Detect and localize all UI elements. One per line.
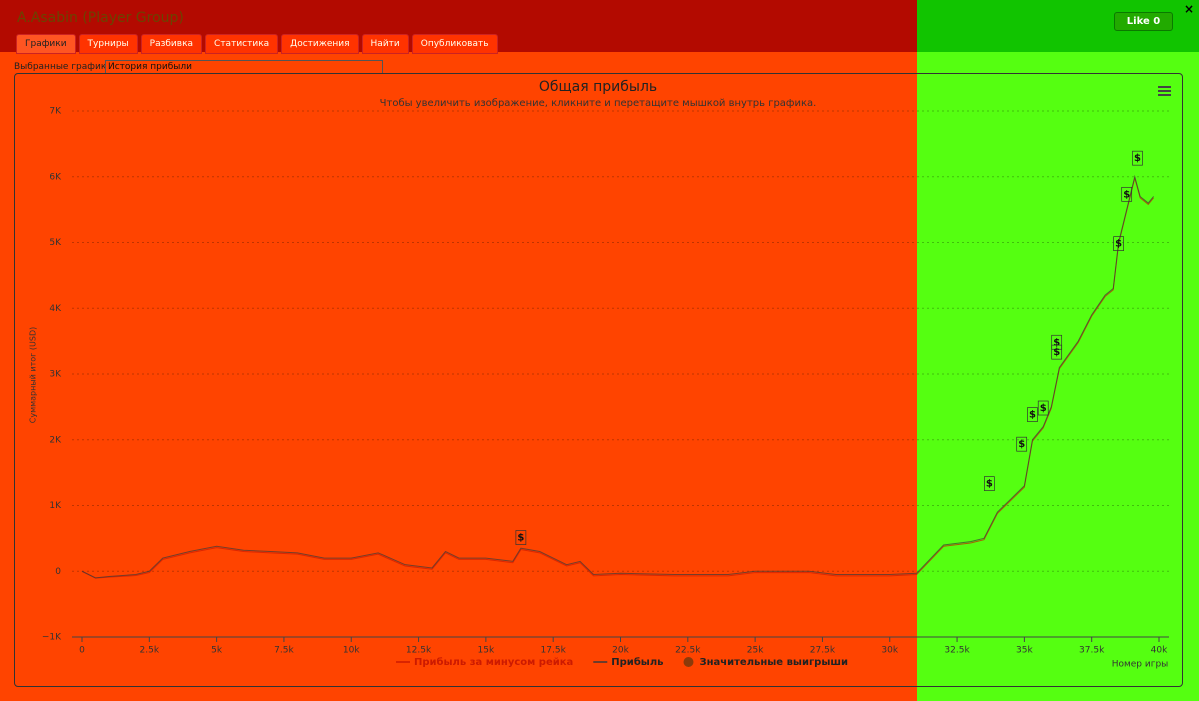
series-line <box>81 174 1154 579</box>
win-flag <box>1051 334 1063 350</box>
win-flag <box>1132 150 1143 166</box>
x-tick-label: 22.5k <box>675 646 701 656</box>
win-flag-label: $ <box>1123 189 1130 200</box>
chart-title: Общая прибыль <box>539 79 657 95</box>
x-tick-label: 20k <box>612 646 629 656</box>
window-title: A.Asabin (Player Group) <box>17 10 184 26</box>
tab[interactable]: Найти <box>361 34 409 54</box>
win-flag-label: $ <box>1134 153 1141 164</box>
x-tick-label: 2.5k <box>140 646 160 656</box>
x-axis-label: Номер игры <box>1112 660 1169 670</box>
tab[interactable]: Графики <box>16 34 76 54</box>
win-flag-label: $ <box>1040 403 1047 414</box>
x-tick-label: 7.5k <box>274 646 294 656</box>
win-flag <box>1121 186 1133 202</box>
win-flag <box>515 530 527 545</box>
win-flag <box>1113 236 1124 251</box>
win-marker: $ <box>1051 344 1063 360</box>
tab[interactable]: Статистика <box>205 34 279 54</box>
x-tick-label: 15k <box>478 646 495 656</box>
legend-label: Значительные выигрыши <box>700 657 849 668</box>
series-line <box>81 176 1154 579</box>
win-flag-label: $ <box>1115 239 1122 250</box>
win-marker: $ <box>1016 436 1028 452</box>
y-tick-label: 1K <box>49 501 62 511</box>
header-bar: A.Asabin (Player Group) Графики Турниры Ра… <box>0 0 1199 54</box>
tab[interactable]: Опубликовать <box>411 34 498 54</box>
y-tick-label: 5K <box>49 238 62 248</box>
selector-label: Выбранные графики: <box>14 62 116 72</box>
win-flag <box>984 476 995 491</box>
x-tick-label: 32.5k <box>944 646 970 656</box>
win-marker: $ <box>1037 400 1049 416</box>
x-tick-label: 35k <box>1016 646 1033 656</box>
tab[interactable]: Разбивка <box>140 34 203 54</box>
win-marker: $ <box>1132 150 1143 166</box>
win-marker: $ <box>1113 236 1124 251</box>
win-marker: $ <box>515 530 527 545</box>
win-marker: $ <box>1121 186 1133 202</box>
x-tick-label: 10k <box>343 646 360 656</box>
win-flag-label: $ <box>1053 347 1060 358</box>
x-tick-label: 0 <box>79 646 85 656</box>
x-tick-label: 40k <box>1151 646 1168 656</box>
win-flag <box>1027 407 1038 422</box>
win-flag-label: $ <box>517 533 524 544</box>
tab-bar: Графики Турниры Разбивка Статистика Достижен… <box>16 34 498 54</box>
win-flag-label: $ <box>986 479 993 490</box>
like-button[interactable]: Like 0 <box>1114 12 1173 31</box>
y-tick-label: −1K <box>42 633 62 643</box>
tab[interactable]: Достижения <box>281 34 359 54</box>
x-tick-label: 5k <box>211 646 223 656</box>
x-tick-label: 37.5k <box>1079 646 1105 656</box>
tab[interactable]: Турниры <box>78 34 138 54</box>
y-tick-label: 3K <box>49 370 62 380</box>
y-tick-label: 7K <box>49 107 62 117</box>
win-marker: $ <box>1027 407 1038 422</box>
legend-label: Прибыль <box>611 656 663 668</box>
legend-swatch <box>683 657 694 667</box>
menu-icon[interactable] <box>1158 86 1171 96</box>
legend-label: Прибыль за минусом рейка <box>414 656 573 668</box>
win-marker: $ <box>984 476 995 491</box>
chart-subtitle: Чтобы увеличить изображение, кликните и … <box>380 98 817 109</box>
close-button[interactable]: × <box>1184 2 1195 16</box>
win-flag-label: $ <box>1018 439 1025 450</box>
y-tick-label: 2K <box>49 435 62 445</box>
win-marker: $ <box>1051 334 1063 350</box>
x-tick-label: 27.5k <box>810 646 836 656</box>
y-axis-label: Суммарный итог (USD) <box>29 327 38 424</box>
y-tick-label: 0 <box>55 567 61 577</box>
win-flag-label: $ <box>1053 337 1060 348</box>
x-tick-label: 12.5k <box>406 646 432 656</box>
chart-frame <box>14 73 1183 687</box>
x-tick-label: 25k <box>747 646 764 656</box>
win-flag-label: $ <box>1029 410 1036 421</box>
win-flag <box>1016 436 1028 452</box>
win-flag <box>1051 344 1063 360</box>
y-tick-label: 6K <box>49 172 62 182</box>
y-tick-label: 4K <box>49 304 62 314</box>
x-tick-label: 30k <box>881 646 898 656</box>
win-flag <box>1037 400 1049 416</box>
x-tick-label: 17.5k <box>541 646 567 656</box>
